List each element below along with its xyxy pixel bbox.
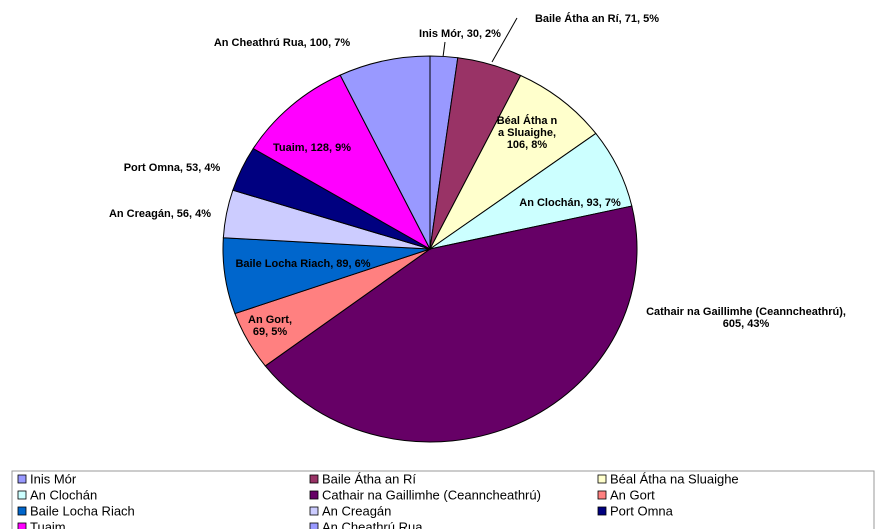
- data-label: An Clochán, 93, 7%: [519, 197, 621, 209]
- legend-label: Inis Mór: [30, 471, 77, 486]
- legend-label: An Clochán: [30, 487, 97, 502]
- legend-swatch: [17, 474, 27, 484]
- data-label: An Gort, 69, 5%: [248, 314, 292, 338]
- leader-line: [491, 17, 518, 63]
- data-label: Port Omna, 53, 4%: [123, 162, 221, 174]
- legend-swatch: [17, 522, 27, 529]
- legend-box: [11, 470, 875, 529]
- legend-label: Baile Locha Riach: [30, 503, 135, 518]
- data-label: Baile Átha an Rí, 71, 5%: [534, 13, 660, 25]
- data-label: An Cheathrú Rua, 100, 7%: [213, 37, 351, 49]
- legend-swatch: [597, 474, 607, 484]
- data-label: Inis Mór, 30, 2%: [419, 28, 501, 40]
- legend-label: Baile Átha an Rí: [322, 471, 416, 486]
- legend-swatch: [309, 506, 319, 516]
- leader-line: [442, 41, 446, 58]
- legend-swatch: [597, 490, 607, 500]
- data-label: Baile Locha Riach, 89, 6%: [235, 258, 371, 270]
- legend-swatch: [309, 474, 319, 484]
- legend-label: An Creagán: [322, 503, 391, 518]
- legend-swatch: [17, 490, 27, 500]
- data-label: Cathair na Gaillimhe (Ceanncheathrú), 60…: [646, 306, 846, 330]
- legend-label: An Cheathrú Rua: [322, 519, 423, 529]
- data-label: Béal Átha na Sluaighe, 106, 8%: [496, 115, 558, 151]
- data-label: Tuaim, 128, 9%: [272, 142, 352, 154]
- legend-label: Cathair na Gaillimhe (Ceanncheathrú): [322, 487, 541, 502]
- legend-swatch: [309, 490, 319, 500]
- legend-swatch: [309, 522, 319, 529]
- legend-swatch: [597, 506, 607, 516]
- legend-label: An Gort: [610, 487, 655, 502]
- data-label: An Creagán, 56, 4%: [108, 208, 212, 220]
- pie-slice: [429, 74, 597, 250]
- pie-slice: [252, 74, 432, 251]
- pie-slice: [264, 205, 638, 443]
- legend-label: Port Omna: [610, 503, 674, 518]
- legend-label: Béal Átha na Sluaighe: [610, 471, 739, 486]
- legend-swatch: [17, 506, 27, 516]
- legend-label: Tuaim: [30, 519, 66, 529]
- pie-slice: [339, 55, 431, 250]
